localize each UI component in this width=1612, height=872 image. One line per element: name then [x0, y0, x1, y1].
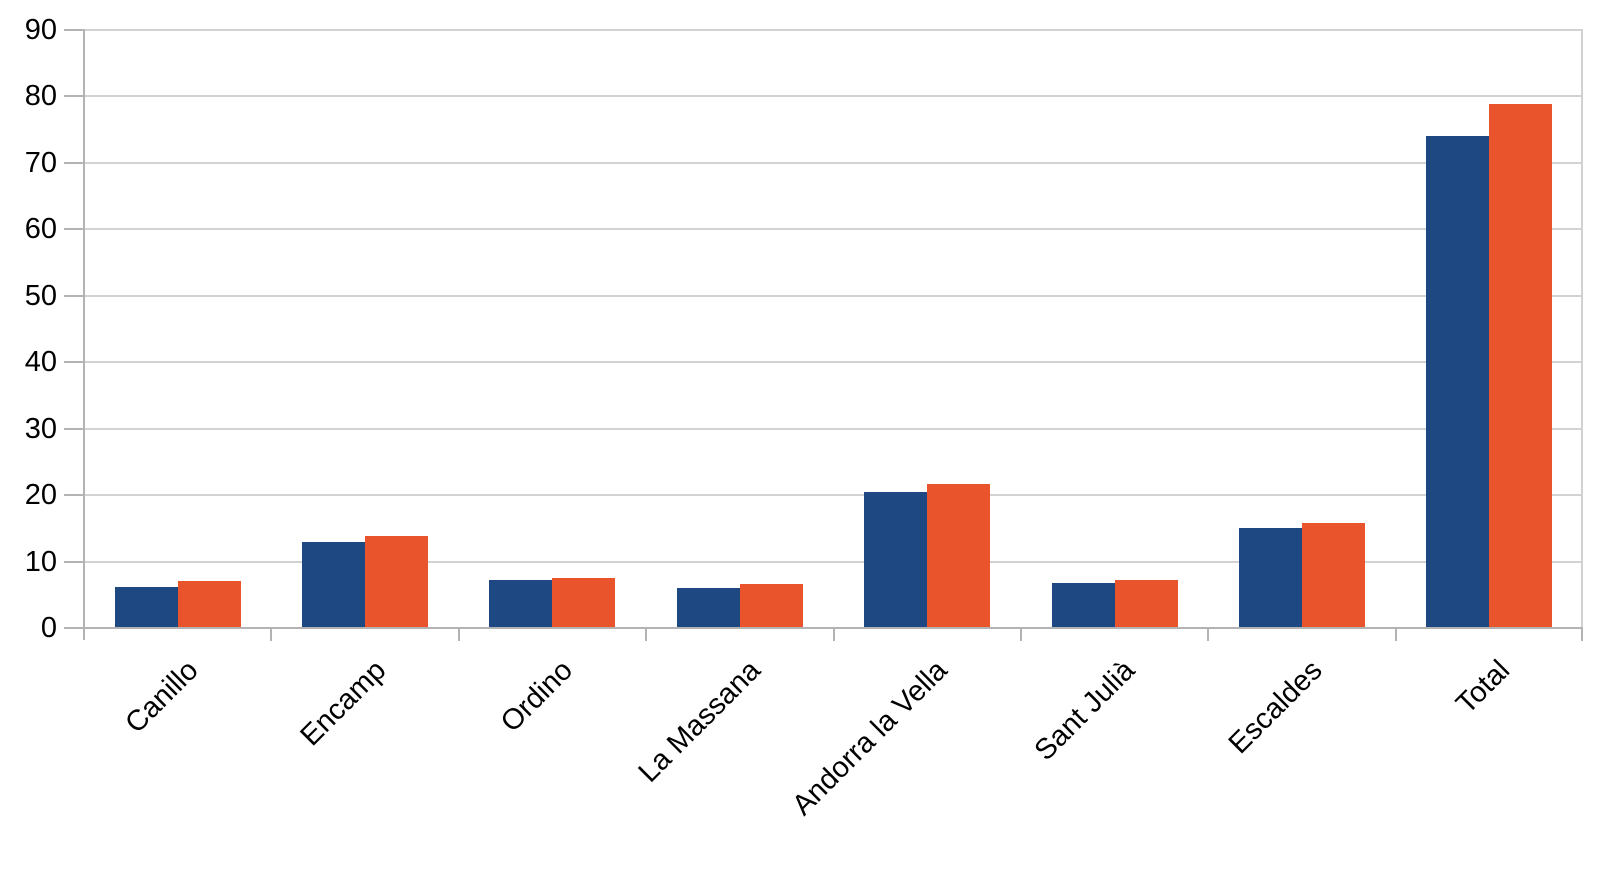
- plot-right-border: [1581, 29, 1583, 627]
- bar-la-massana-s2: [740, 584, 803, 628]
- bar-ordino-s2: [552, 578, 615, 628]
- y-tick: [64, 95, 84, 97]
- bar-encamp-s2: [365, 536, 428, 628]
- y-tick: [64, 361, 84, 363]
- y-axis-line: [83, 29, 85, 640]
- bar-total-s2: [1489, 104, 1552, 628]
- y-tick: [64, 29, 84, 31]
- y-tick: [64, 295, 84, 297]
- x-tick: [1395, 628, 1397, 641]
- x-category-label-andorra-la-vella: Andorra la Vella: [786, 654, 955, 822]
- bar-escaldes-s2: [1302, 523, 1365, 628]
- y-gridline: [84, 494, 1583, 496]
- bar-sant-julià-s2: [1115, 580, 1178, 628]
- y-gridline: [84, 95, 1583, 97]
- y-tick: [64, 428, 84, 430]
- y-gridline: [84, 295, 1583, 297]
- y-gridline: [84, 361, 1583, 363]
- x-category-label-la-massana: La Massana: [632, 654, 767, 789]
- y-tick: [64, 494, 84, 496]
- y-tick-label: 10: [24, 546, 57, 578]
- bar-sant-julià-s1: [1052, 583, 1115, 628]
- x-tick: [1020, 628, 1022, 641]
- x-category-label-sant-julià: Sant Julià: [1028, 654, 1142, 767]
- x-tick: [645, 628, 647, 641]
- y-tick-label: 80: [24, 80, 57, 112]
- y-gridline: [84, 561, 1583, 563]
- y-tick: [64, 627, 84, 629]
- y-tick-label: 40: [24, 346, 57, 378]
- x-tick: [270, 628, 272, 641]
- y-tick-label: 50: [24, 280, 57, 312]
- x-category-label-ordino: Ordino: [495, 654, 580, 739]
- y-gridline: [84, 29, 1583, 31]
- bar-la-massana-s1: [677, 588, 740, 628]
- x-category-label-encamp: Encamp: [294, 654, 392, 753]
- bar-andorra-la-vella-s1: [864, 492, 927, 628]
- y-tick-label: 60: [24, 213, 57, 245]
- x-axis-line: [64, 627, 1583, 629]
- y-gridline: [84, 428, 1583, 430]
- bar-encamp-s1: [302, 542, 365, 628]
- x-category-label-canillo: Canillo: [119, 654, 205, 740]
- x-category-label-escaldes: Escaldes: [1223, 654, 1329, 761]
- bar-canillo-s2: [178, 581, 241, 628]
- x-tick: [458, 628, 460, 641]
- x-tick: [1207, 628, 1209, 641]
- y-tick-label: 90: [24, 14, 57, 46]
- y-tick-label: 0: [40, 612, 57, 644]
- y-tick: [64, 561, 84, 563]
- bar-total-s1: [1426, 136, 1489, 628]
- y-gridline: [84, 228, 1583, 230]
- x-tick: [833, 628, 835, 641]
- y-gridline: [84, 162, 1583, 164]
- x-category-label-total: Total: [1450, 654, 1517, 721]
- bar-escaldes-s1: [1239, 528, 1302, 628]
- y-tick-label: 70: [24, 147, 57, 179]
- bar-andorra-la-vella-s2: [927, 484, 990, 628]
- bar-ordino-s1: [489, 580, 552, 628]
- y-tick: [64, 162, 84, 164]
- x-tick: [1581, 628, 1583, 641]
- y-tick-label: 20: [24, 479, 57, 511]
- y-tick-label: 30: [24, 413, 57, 445]
- y-tick: [64, 228, 84, 230]
- bar-canillo-s1: [115, 587, 178, 628]
